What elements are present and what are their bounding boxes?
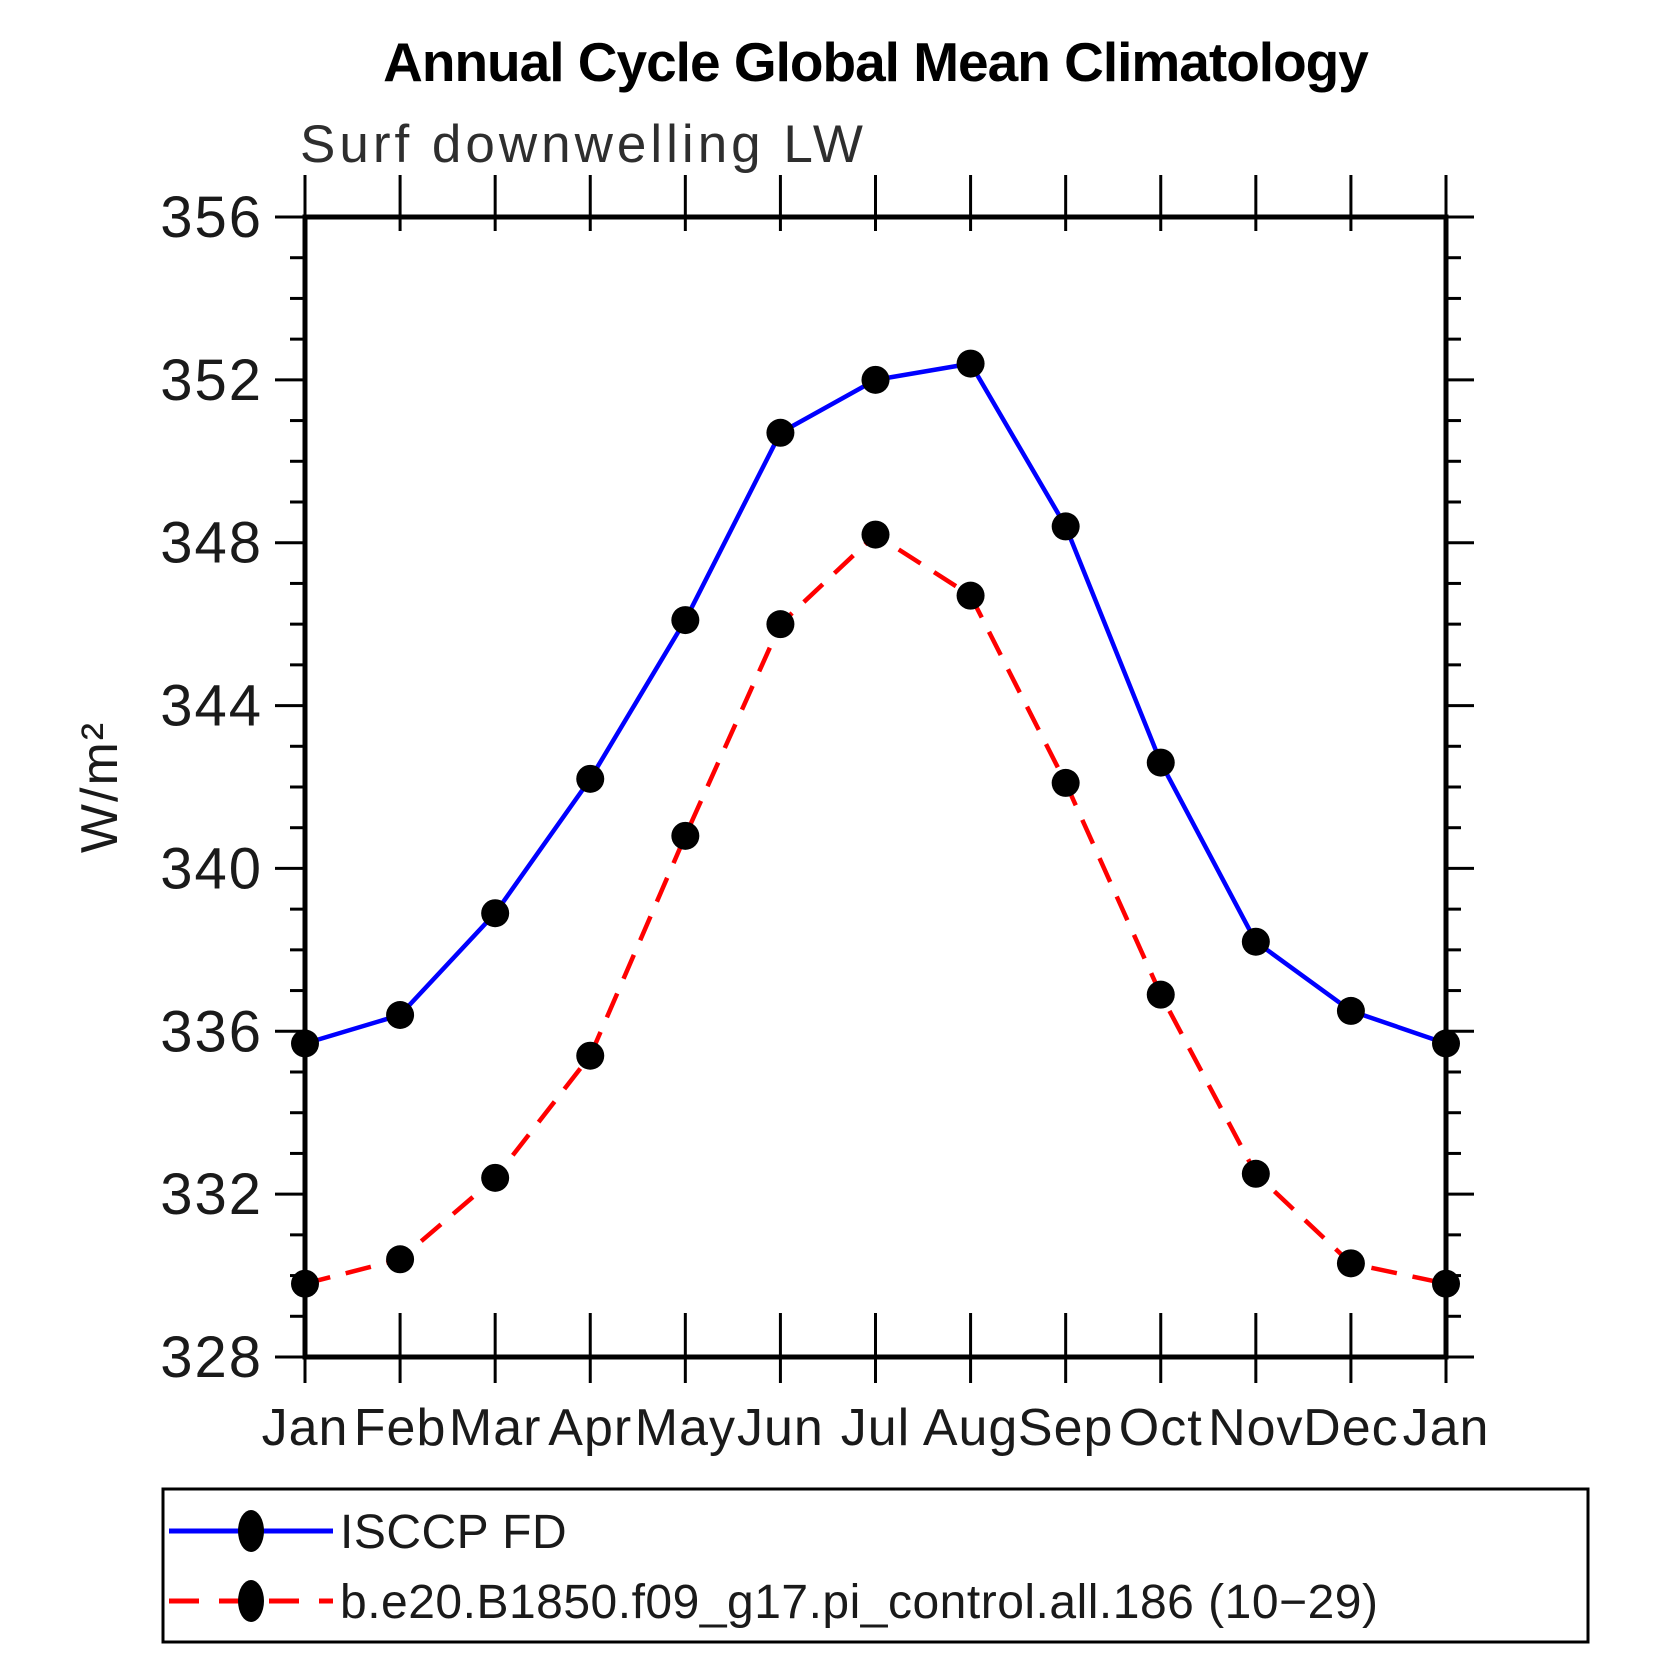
y-tick-label: 328 [160, 1325, 263, 1390]
legend-box [161, 1487, 1590, 1644]
x-tick-label: Sep [1018, 1399, 1114, 1457]
y-tick-label: 348 [160, 511, 263, 576]
legend-label: b.e20.B1850.f09_g17.pi_control.all.186 (… [340, 1576, 1378, 1629]
data-point-marker [861, 520, 890, 549]
y-tick-label: 340 [160, 836, 263, 901]
series-line-dashed [304, 531, 1447, 1286]
data-point-marker [576, 1041, 605, 1070]
y-tick-label: 336 [160, 999, 263, 1064]
data-point-marker [956, 349, 985, 378]
x-tick-label: May [635, 1399, 736, 1457]
x-tick-label: Aug [923, 1399, 1019, 1457]
legend: ISCCP FD b.e20.B1850.f09_g17.pi_control.a… [161, 1487, 1590, 1644]
data-point-marker [291, 1029, 319, 1058]
data-point-marker [671, 821, 700, 850]
data-point-marker [1146, 748, 1175, 777]
data-point-marker [1432, 1269, 1460, 1298]
data-series [291, 349, 1460, 1298]
y-tick-label: 332 [160, 1162, 263, 1227]
x-tick-label: Nov [1208, 1399, 1303, 1457]
data-point-marker [1241, 927, 1270, 956]
data-point-marker [956, 581, 985, 610]
x-tick-label: Feb [354, 1399, 447, 1457]
data-point-marker [1432, 1029, 1460, 1058]
chart-subtitle: Surf downwelling LW [300, 115, 867, 174]
data-point-marker [481, 1163, 510, 1192]
data-point-marker [861, 365, 890, 394]
data-point-marker [1336, 996, 1365, 1025]
legend-marker [238, 1580, 264, 1622]
data-point-marker [1051, 768, 1080, 797]
data-point-marker [766, 610, 795, 639]
legend-marker [238, 1510, 264, 1552]
data-point-marker [1051, 512, 1080, 541]
x-tick-label: Jun [737, 1399, 824, 1457]
x-tick-label: Oct [1119, 1399, 1203, 1457]
x-tick-label: Jul [841, 1399, 910, 1457]
x-tick-label: Apr [548, 1399, 632, 1457]
x-tick-label: Jan [1403, 1399, 1490, 1457]
data-point-marker [1336, 1249, 1365, 1278]
series-line-solid [304, 361, 1447, 1046]
data-point-marker [576, 764, 605, 793]
data-point-marker [481, 899, 510, 928]
data-point-marker [386, 1001, 415, 1029]
chart-title: Annual Cycle Global Mean Climatology [383, 31, 1369, 93]
legend-label: ISCCP FD [340, 1506, 567, 1559]
x-tick-label: Dec [1303, 1399, 1398, 1457]
data-point-marker [671, 606, 700, 635]
y-tick-label: 356 [160, 185, 263, 250]
y-tick-label: 352 [160, 348, 263, 413]
data-point-marker [766, 418, 795, 447]
x-tick-label: Jan [262, 1399, 349, 1457]
data-point-marker [291, 1269, 319, 1298]
y-tick-label: 344 [160, 674, 263, 739]
x-tick-label: Mar [449, 1399, 542, 1457]
data-point-marker [386, 1245, 415, 1274]
data-point-marker [1146, 980, 1175, 1009]
data-point-marker [1241, 1159, 1270, 1188]
